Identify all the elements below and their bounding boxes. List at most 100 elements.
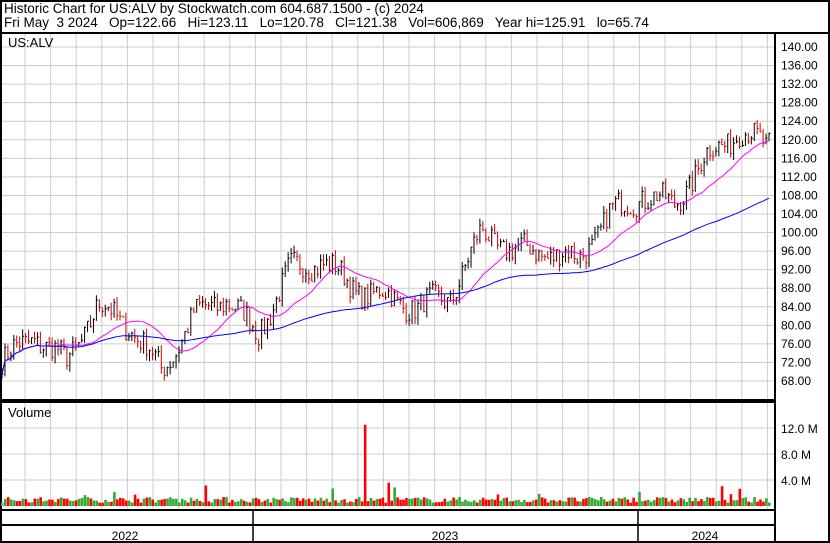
volume-bar [340,500,343,506]
volume-bar [346,502,349,506]
volume-bar [343,499,346,506]
long-ma-line [1,197,770,375]
volume-bar [431,502,435,506]
volume-bar [62,498,66,506]
volume-bar [360,501,364,506]
volume-bar [18,500,22,506]
y-tick-label: 72.00 [781,355,811,369]
volume-bar [576,501,579,506]
volume-bar [626,499,629,506]
volume-bar [60,497,63,506]
volume-bar [130,502,134,506]
volume-bar [45,500,48,506]
volume-bar [301,498,305,506]
volume-bar [239,499,243,506]
volume-bar [304,499,308,506]
y-tick-label: 116.00 [781,151,817,165]
volume-bar [210,502,214,506]
volume-bar [192,500,196,506]
y-tick-label: 104.00 [781,207,818,221]
y-tick-label: 68.00 [781,374,811,388]
volume-bar [688,497,691,506]
volume-bar [399,499,402,506]
volume-bar [593,499,597,506]
volume-bar [449,500,452,506]
volume-bar [127,500,131,506]
volume-bar [30,502,34,506]
volume-bar [729,494,733,506]
volume-bar [77,498,81,506]
volume-bar [697,501,700,506]
volume-bar [242,500,246,506]
volume-bar [219,499,222,506]
volume-bar [231,499,234,506]
volume-bar [484,499,488,506]
volume-bar [251,498,255,506]
volume-bar [537,493,541,506]
volume-bar [298,500,302,506]
volume-bar [703,501,706,506]
volume-tick-label: 4.0 M [781,474,811,488]
volume-bar [632,497,635,506]
volume-bar [272,497,275,506]
volume-bar [183,500,187,506]
y-tick-label: 136.00 [781,59,818,73]
volume-bar [189,497,193,506]
volume-bar [313,498,317,506]
volume-bar [151,499,155,506]
volume-bar [160,499,163,506]
volume-bar [499,500,503,506]
volume-bar [80,497,84,506]
volume-bar [664,498,668,506]
volume-bar [691,501,694,506]
volume-bar [266,498,270,506]
volume-bar [349,501,352,506]
price-panel-frame [0,32,776,401]
volume-bar [523,499,526,506]
volume-bar [493,499,497,506]
volume-bar [42,501,45,506]
volume-bar [411,498,414,506]
volume-bar [452,497,455,506]
y-tick-label: 92.00 [781,263,811,277]
y-tick-label: 132.00 [781,77,818,91]
volume-bar [396,497,399,506]
volume-bar [352,502,355,506]
volume-bar [154,502,157,506]
y-tick-label: 140.00 [781,40,818,54]
volume-bar [9,499,13,506]
volume-bar [24,499,28,506]
volume-bar [682,499,686,506]
volume-bar [334,500,337,506]
volume-bar [275,499,278,506]
y-tick-label: 76.00 [781,337,811,351]
volume-bar [549,500,553,506]
volume-bar [558,500,562,506]
volume-bar [428,499,432,506]
y-tick-label: 88.00 [781,281,811,295]
volume-bar [316,500,320,506]
volume-bar [68,500,72,506]
volume-bar [172,498,175,506]
volume-bar [402,499,405,506]
volume-bar [175,498,178,506]
volume-bar [641,501,644,506]
volume-bar [614,501,618,506]
volume-bar [567,497,570,506]
volume-bar [225,497,228,506]
volume-bar [720,486,724,506]
volume-bar [667,501,671,506]
volume-bar [357,497,361,506]
volume-bar [487,499,491,506]
volume-bar [166,498,169,506]
volume-bar [57,499,60,506]
volume-bar [679,498,683,506]
volume-bar [446,501,450,506]
volume-bar [331,488,334,506]
volume-title: Volume [8,405,51,420]
y-tick-label: 120.00 [781,133,818,147]
volume-bar [623,497,627,506]
volume-bar [65,498,69,506]
volume-bar [293,497,296,506]
volume-bar [416,497,420,506]
